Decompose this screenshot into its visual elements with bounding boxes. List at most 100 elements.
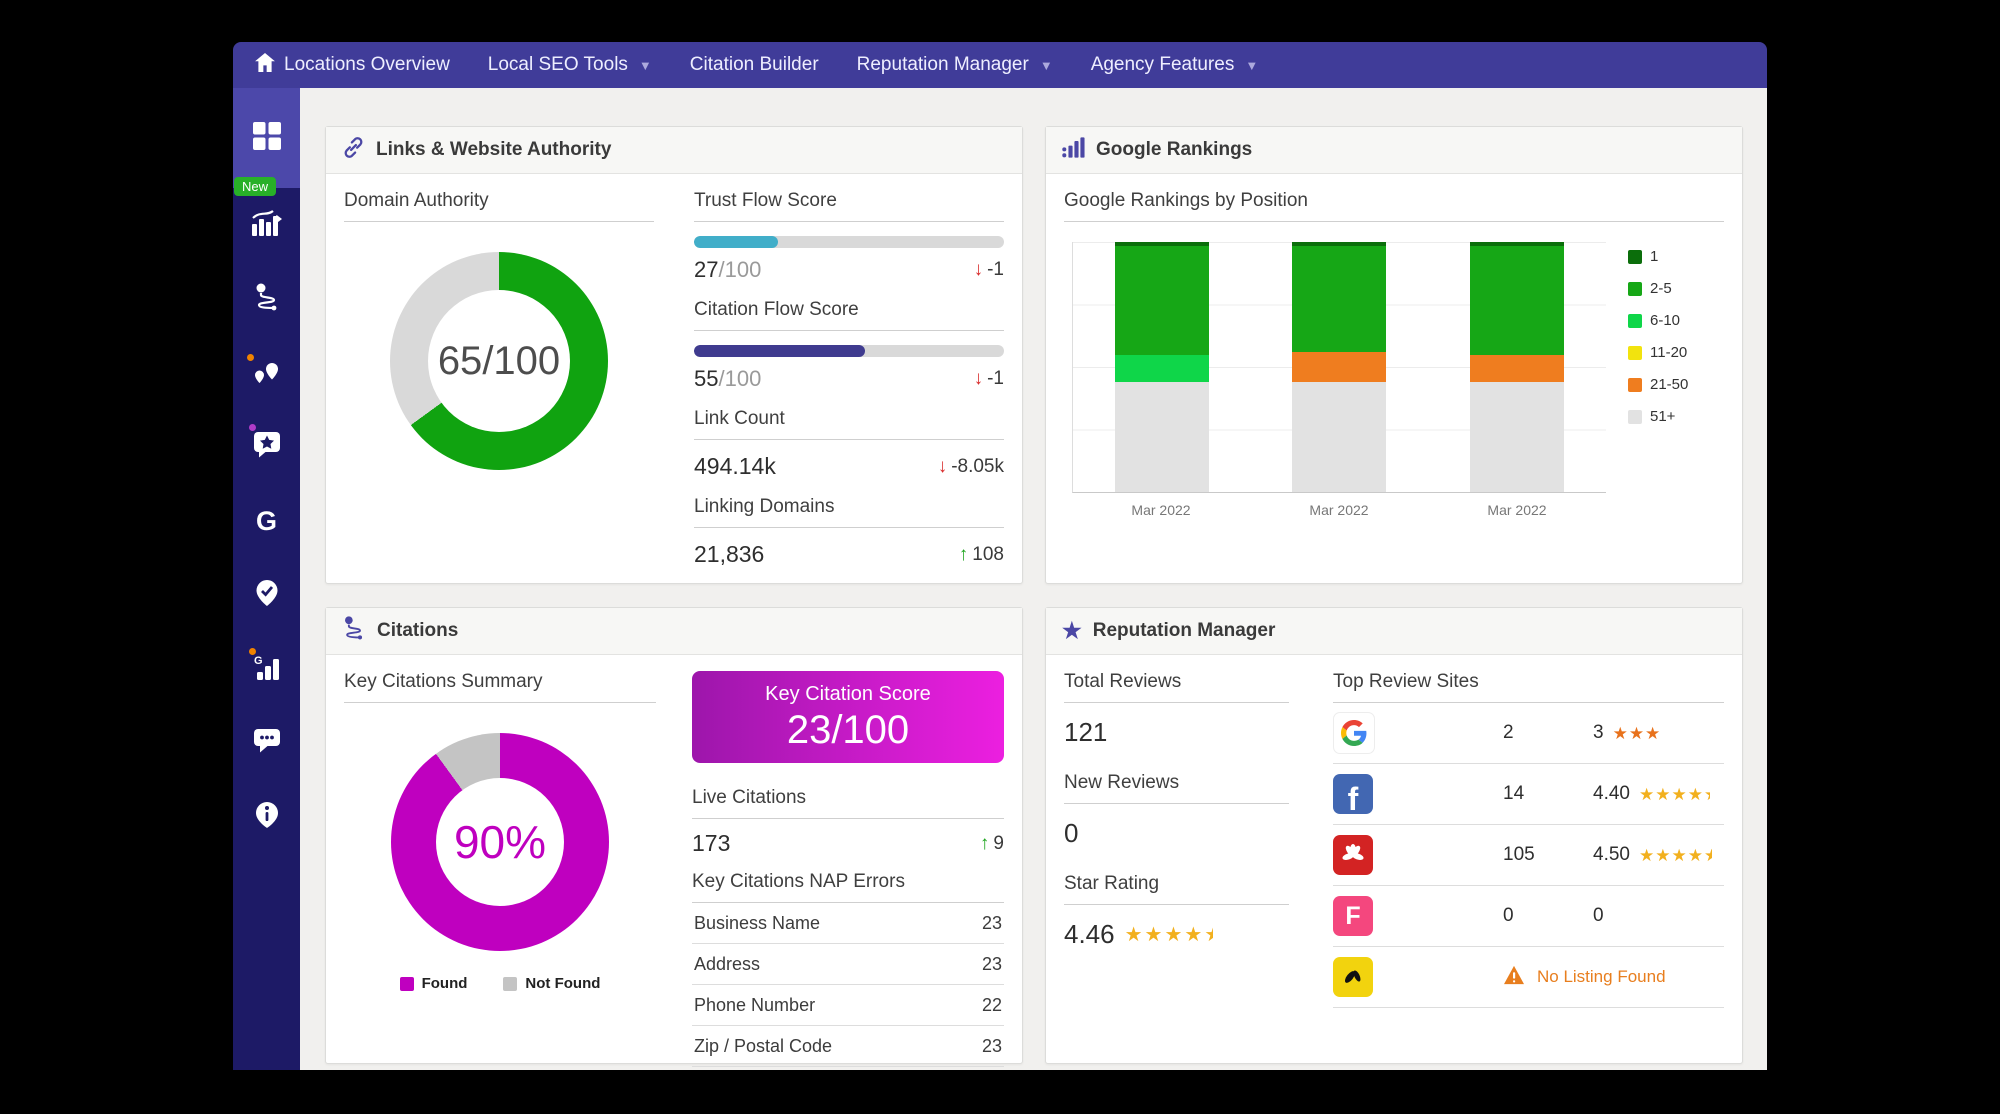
google-rankings-header: Google Rankings <box>1046 127 1742 174</box>
panel-title: Google Rankings <box>1096 139 1252 161</box>
new-reviews-value: 0 <box>1064 818 1289 849</box>
citation-flow-bar <box>694 345 1004 357</box>
citation-route-icon <box>342 616 366 646</box>
home-icon <box>255 53 275 78</box>
legend-item: 6-10 <box>1628 312 1720 329</box>
site-stars: ★★★★★★★★★★ <box>1639 786 1720 803</box>
sidebar-item-rank-checker[interactable] <box>233 558 300 632</box>
legend-item: Not Found <box>503 975 600 992</box>
link-count-metric: Link Count 494.14k ↓-8.05k <box>694 408 1004 480</box>
panel-title: Reputation Manager <box>1093 620 1276 642</box>
legend-item: 51+ <box>1628 408 1720 425</box>
panel-title: Citations <box>377 620 458 642</box>
review-site-row-google[interactable]: 2 3★★★★★★ <box>1333 703 1724 764</box>
star-rating-stars: ★★★★★★★★★★ <box>1125 925 1225 945</box>
linking-domains-delta: ↑108 <box>959 544 1004 566</box>
pin-check-icon <box>254 579 280 612</box>
citations-donut-legend: Found Not Found <box>344 975 656 992</box>
reputation-header: ★ Reputation Manager <box>1046 608 1742 655</box>
sidebar-item-messages[interactable] <box>233 706 300 780</box>
dashboard-content: Links & Website Authority Domain Authori… <box>300 88 1767 1070</box>
review-site-row-foursquare[interactable]: F 0 0 <box>1333 886 1724 947</box>
review-site-row-yelp[interactable]: 105 4.50★★★★★★★★★★ <box>1333 825 1724 886</box>
domain-authority-label: Domain Authority <box>344 190 654 222</box>
sidebar-item-local-info[interactable] <box>233 780 300 854</box>
rankings-x-labels: Mar 2022 Mar 2022 Mar 2022 <box>1072 493 1606 518</box>
sidebar-item-dashboard[interactable] <box>233 88 300 188</box>
star-rating-value: 4.46 <box>1064 919 1115 950</box>
sidebar-item-citation-tracker[interactable] <box>233 262 300 336</box>
review-site-row-facebook[interactable]: f 14 4.40★★★★★★★★★★ <box>1333 764 1724 825</box>
notification-dot <box>247 354 254 361</box>
live-citations-delta: ↑9 <box>980 833 1004 855</box>
foursquare-icon: F <box>1333 896 1373 936</box>
grid-icon <box>252 121 282 156</box>
nav-label: Local SEO Tools <box>488 54 628 76</box>
map-pins-icon <box>253 357 281 390</box>
rankings-legend: 12-56-1011-2021-5051+ <box>1628 242 1720 573</box>
trust-flow-bar <box>694 236 1004 248</box>
yelp-icon <box>1333 835 1373 875</box>
stacked-bar <box>1292 242 1386 492</box>
citations-panel: Citations Key Citations Summary 90% Foun… <box>325 607 1023 1064</box>
review-site-row-yellowpages[interactable]: No Listing Found <box>1333 947 1724 1008</box>
key-citation-score-box: Key Citation Score 23/100 <box>692 671 1004 763</box>
sidebar: New <box>233 88 300 1070</box>
chat-icon <box>253 727 281 759</box>
warning-icon <box>1503 965 1525 990</box>
bar-chart-icon <box>1062 137 1085 164</box>
sidebar-item-local-search[interactable] <box>233 336 300 410</box>
top-review-sites-block: Top Review Sites 2 3★★★★★★ f 14 <box>1333 671 1724 1047</box>
key-citations-summary-block: Key Citations Summary 90% FoundNot Found <box>344 671 656 1067</box>
sidebar-item-reviews[interactable] <box>233 410 300 484</box>
linking-domains-metric: Linking Domains 21,836 ↑108 <box>694 496 1004 568</box>
citations-header: Citations <box>326 608 1022 655</box>
citations-metrics-block: Key Citation Score 23/100 Live Citations… <box>692 671 1004 1067</box>
x-axis-label: Mar 2022 <box>1114 502 1208 518</box>
site-stars: ★★★★★★ <box>1613 725 1662 742</box>
bars-google-icon: G <box>253 653 281 686</box>
nav-locations-overview[interactable]: Locations Overview <box>255 53 450 78</box>
reputation-manager-panel: ★ Reputation Manager Total Reviews 121 N… <box>1045 607 1743 1064</box>
table-row: Zip / Postal Code23 <box>692 1026 1004 1067</box>
legend-item: 21-50 <box>1628 376 1720 393</box>
links-authority-header: Links & Website Authority <box>326 127 1022 174</box>
citation-route-icon <box>253 283 281 316</box>
nav-label: Locations Overview <box>284 54 450 76</box>
yellowpages-icon <box>1333 957 1373 997</box>
trust-flow-delta: ↓-1 <box>974 259 1004 281</box>
nav-citation-builder[interactable]: Citation Builder <box>690 54 819 76</box>
nav-local-seo-tools[interactable]: Local SEO Tools ▼ <box>488 54 652 76</box>
x-axis-label: Mar 2022 <box>1470 502 1564 518</box>
sidebar-item-analytics[interactable]: New <box>233 188 300 262</box>
no-listing-warning: No Listing Found <box>1503 965 1724 990</box>
stacked-bar <box>1115 242 1209 492</box>
star-icon: ★ <box>1062 620 1082 642</box>
chevron-down-icon: ▼ <box>1040 58 1053 73</box>
chevron-down-icon: ▼ <box>1245 58 1258 73</box>
chevron-down-icon: ▼ <box>639 58 652 73</box>
nav-agency-features[interactable]: Agency Features ▼ <box>1091 54 1259 76</box>
nav-label: Reputation Manager <box>857 54 1029 76</box>
domain-authority-block: Domain Authority 65/100 <box>344 190 654 584</box>
nav-label: Citation Builder <box>690 54 819 76</box>
nav-reputation-manager[interactable]: Reputation Manager ▼ <box>857 54 1053 76</box>
sidebar-item-search-console[interactable]: G <box>233 632 300 706</box>
legend-item: 2-5 <box>1628 280 1720 297</box>
top-nav: Locations Overview Local SEO Tools ▼ Cit… <box>233 42 1767 88</box>
table-row: Phone Number22 <box>692 985 1004 1026</box>
google-g-icon: G <box>256 506 277 537</box>
dashboard-app: Locations Overview Local SEO Tools ▼ Cit… <box>233 42 1767 1070</box>
citation-flow-delta: ↓-1 <box>974 368 1004 390</box>
rankings-chart: Mar 2022Mar 2022Mar 2022 12-56-1011-2021… <box>1064 222 1724 573</box>
notification-dot <box>249 648 256 655</box>
legend-item: Found <box>400 975 468 992</box>
trust-flow-metric: Trust Flow Score 27/100 ↓-1 <box>694 190 1004 283</box>
panel-title: Links & Website Authority <box>376 139 611 161</box>
facebook-icon: f <box>1333 774 1373 814</box>
link-count-delta: ↓-8.05k <box>938 456 1004 478</box>
x-axis-label: Mar 2022 <box>1292 502 1386 518</box>
sidebar-item-google-business[interactable]: G <box>233 484 300 558</box>
google-rankings-panel: Google Rankings Google Rankings by Posit… <box>1045 126 1743 584</box>
info-pin-icon <box>255 801 279 834</box>
